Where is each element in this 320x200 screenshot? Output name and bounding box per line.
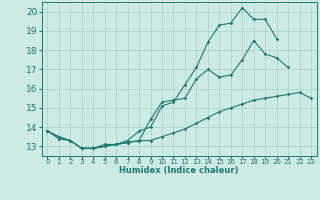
X-axis label: Humidex (Indice chaleur): Humidex (Indice chaleur) [119, 166, 239, 175]
